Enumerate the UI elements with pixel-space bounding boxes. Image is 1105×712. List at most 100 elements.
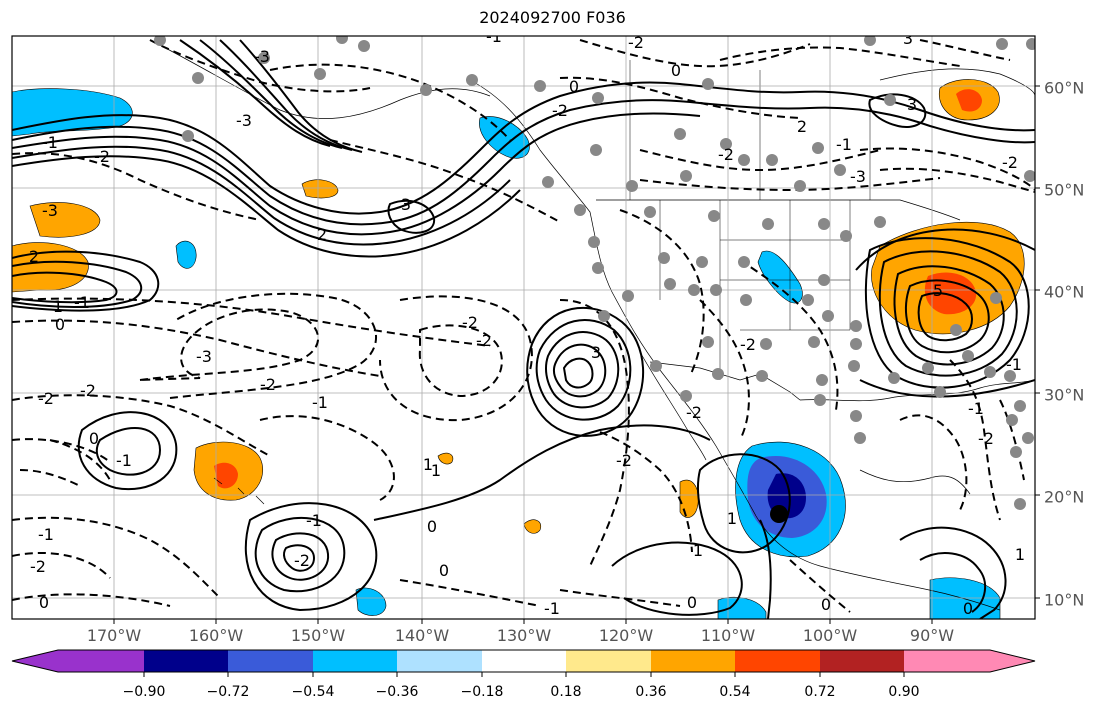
- colorbar-label: −0.90: [122, 684, 166, 700]
- colorbar-segment: [12, 650, 58, 672]
- shade-red-hawaii: [214, 462, 238, 489]
- colorbar-segment: [566, 650, 651, 672]
- lon-label: 150°W: [290, 626, 346, 645]
- contour-label: -2: [38, 389, 54, 408]
- us-canada-border: [596, 199, 961, 221]
- lon-label: 110°W: [700, 626, 756, 645]
- lat-label: 50°N: [1044, 180, 1085, 200]
- contour-label: -1: [306, 511, 322, 530]
- contour-label: -2: [1002, 153, 1018, 172]
- shade-blue-bc: [479, 116, 530, 159]
- shade-orange-baja: [679, 479, 699, 518]
- lon-label: 90°W: [909, 626, 955, 645]
- contour-label: 1: [431, 461, 441, 480]
- hawaii-islands: [213, 477, 265, 505]
- shade-orange-west-top: [29, 202, 101, 238]
- colorbar-segment: [228, 650, 313, 672]
- contour-label: 2: [317, 225, 327, 244]
- contour-label: -1: [312, 393, 328, 412]
- contour-label: -1: [38, 525, 54, 544]
- colorbar-segment: [651, 650, 735, 672]
- contour-label: 0: [439, 561, 449, 580]
- colorbar-segment: [144, 650, 228, 672]
- contour-label: 1: [693, 541, 703, 560]
- shade-blue-pacific-south: [355, 587, 387, 616]
- contour-label: -2: [616, 451, 632, 470]
- contour-label: -3: [850, 167, 866, 186]
- contour-label: -1: [968, 399, 984, 418]
- colorbar-label: 0.18: [550, 684, 582, 700]
- yucatan: [859, 469, 971, 495]
- lon-label: 160°W: [188, 626, 244, 645]
- lat-ticks: [1035, 85, 1040, 599]
- lat-label: 20°N: [1044, 487, 1085, 507]
- lat-label: 10°N: [1044, 590, 1085, 610]
- colorbar-label: 0.72: [804, 684, 836, 700]
- shade-orange-gulf-alaska: [301, 179, 339, 199]
- colorbar-segment: [58, 650, 144, 672]
- lon-label: 140°W: [394, 626, 450, 645]
- colorbar-label: 0.36: [635, 684, 667, 700]
- lat-label: 30°N: [1044, 385, 1085, 405]
- contour-label: -2: [80, 381, 96, 400]
- colorbar-segment: [735, 650, 820, 672]
- shade-orange-small-1: [523, 519, 542, 534]
- colorbar-label: −0.36: [375, 684, 419, 700]
- colorbar-label: −0.18: [460, 684, 504, 700]
- shade-blue-central-pacific: [175, 240, 197, 269]
- colorbar-label: 0.90: [888, 684, 920, 700]
- contour-labels: 0 -1 -2 -3 1 2 3 5 -2 -3 -2 -1 -2 -2 -1 …: [29, 27, 1025, 618]
- contour-label: 0: [89, 429, 99, 448]
- baja-california: [639, 351, 707, 461]
- contour-label: -1: [74, 293, 90, 312]
- contour-label: -3: [42, 201, 58, 220]
- lat-label: 60°N: [1044, 78, 1085, 98]
- contour-label: 2: [29, 247, 39, 266]
- contour-label: -2: [94, 147, 110, 166]
- contour-label: -3: [236, 111, 252, 130]
- positive-contours: [12, 39, 1035, 619]
- contour-label: 0: [55, 315, 65, 334]
- colorbar-label: −0.72: [206, 684, 250, 700]
- lon-ticks: [113, 619, 933, 624]
- contour-label: -1: [836, 135, 852, 154]
- shade-red-east-us: [924, 272, 977, 315]
- colorbar-label: 0.54: [719, 684, 751, 700]
- contour-label: -2: [628, 33, 644, 52]
- colorbar-label: −0.54: [291, 684, 335, 700]
- contour-label: 0: [427, 517, 437, 536]
- negative-contours: [12, 39, 1035, 613]
- shade-blue-central-america: [929, 577, 1001, 619]
- gridlines: [12, 36, 1035, 619]
- contour-label: -3: [196, 347, 212, 366]
- contour-label: 0: [569, 77, 579, 96]
- lon-label: 130°W: [496, 626, 552, 645]
- contour-label: -2: [462, 313, 478, 332]
- contour-label: 3: [401, 195, 411, 214]
- contour-label: 3: [907, 95, 917, 114]
- contour-label: -2: [294, 551, 310, 570]
- contour-label: 0: [39, 593, 49, 612]
- contour-label: 3: [903, 29, 913, 48]
- contour-label: 0: [963, 599, 973, 618]
- contour-label: 1: [1015, 545, 1025, 564]
- storm-center-marker: [770, 505, 788, 523]
- contour-label: 0: [671, 61, 681, 80]
- contour-label: -1: [544, 599, 560, 618]
- contour-label: -2: [30, 557, 46, 576]
- station-dots: [154, 36, 1035, 510]
- contour-label: -2: [476, 331, 492, 350]
- lat-label: 40°N: [1044, 282, 1085, 302]
- contour-label: 1: [423, 455, 433, 474]
- colorbar-segment: [904, 650, 990, 672]
- lon-label: 100°W: [802, 626, 858, 645]
- map-title: 2024092700 F036: [479, 8, 626, 27]
- contour-label: -2: [686, 403, 702, 422]
- contour-label: -1: [486, 27, 502, 46]
- contour-label: -1: [1006, 355, 1022, 374]
- colorbar-segment: [397, 650, 482, 672]
- contour-label: 0: [687, 593, 697, 612]
- colorbar-segment: [313, 650, 397, 672]
- contour-label: 0: [821, 595, 831, 614]
